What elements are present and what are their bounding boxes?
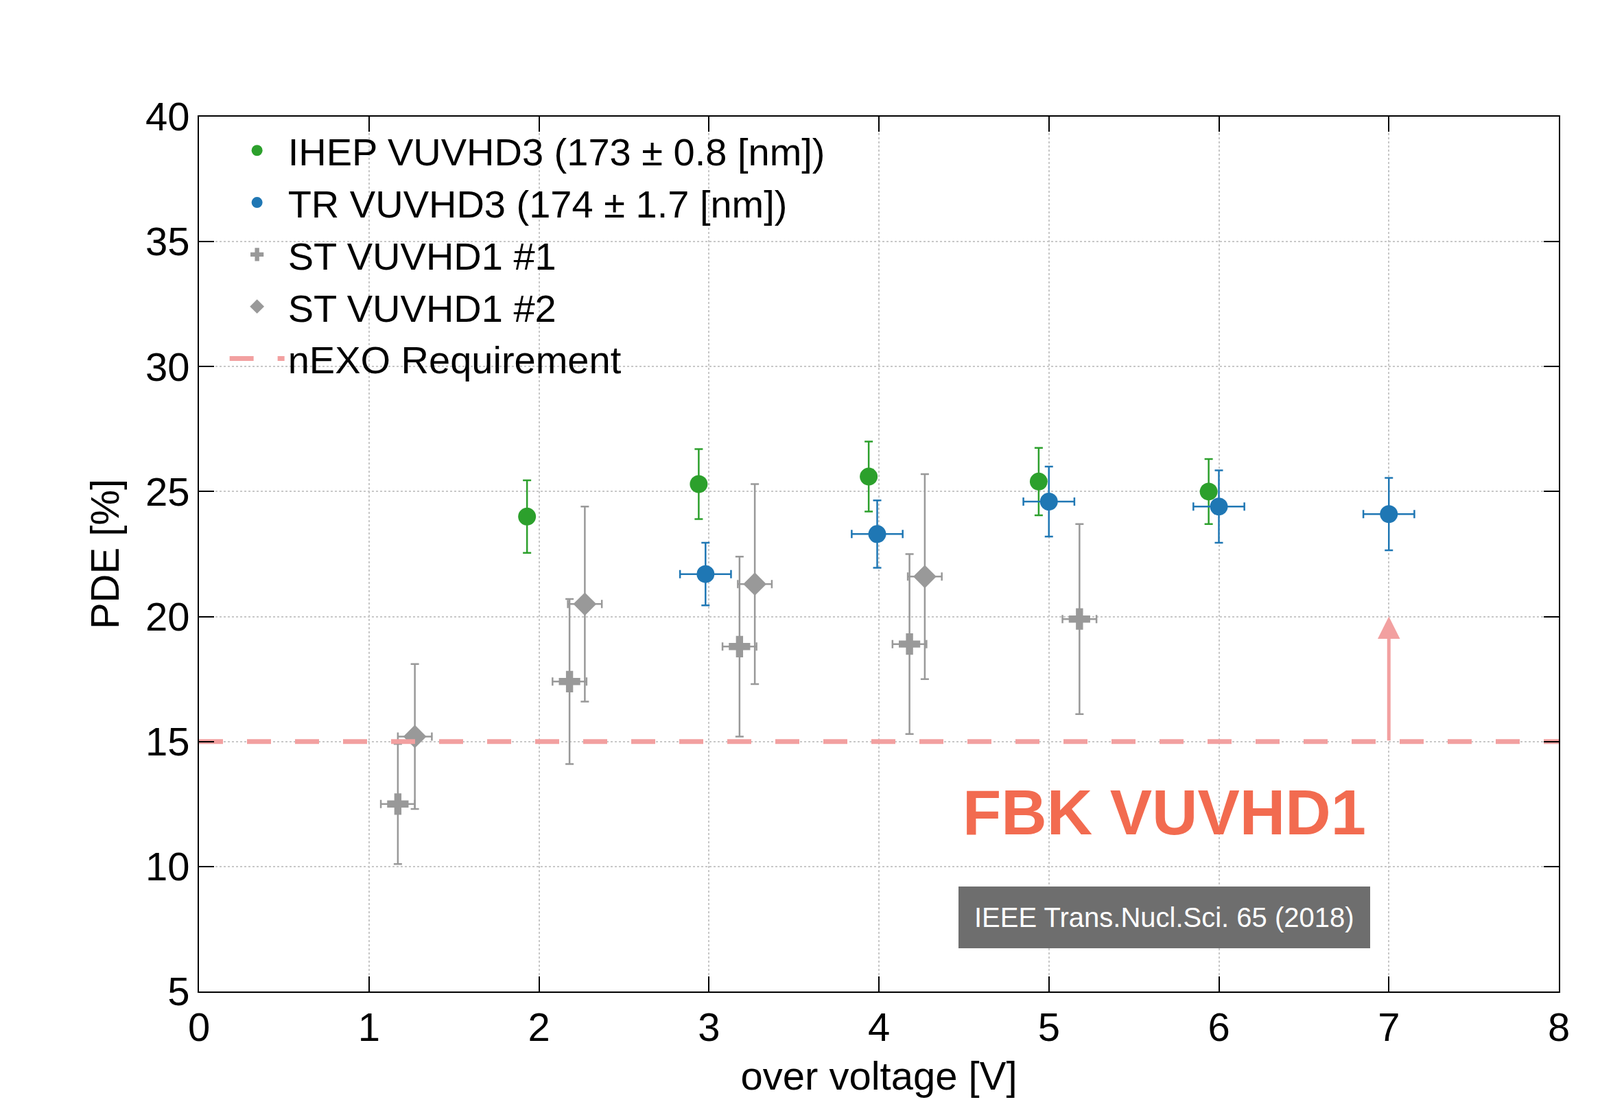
svg-text:40: 40 bbox=[145, 93, 191, 139]
svg-text:4: 4 bbox=[867, 1004, 890, 1050]
svg-text:10: 10 bbox=[145, 843, 191, 889]
svg-text:1: 1 bbox=[358, 1004, 381, 1050]
svg-text:ST VUVHD1 #2: ST VUVHD1 #2 bbox=[288, 286, 557, 331]
svg-text:IHEP VUVHD3 (173 ± 0.8 [nm]): IHEP VUVHD3 (173 ± 0.8 [nm]) bbox=[288, 130, 826, 174]
svg-text:FBK VUVHD1: FBK VUVHD1 bbox=[962, 777, 1367, 848]
svg-text:TR VUVHD3 (174 ± 1.7 [nm]): TR VUVHD3 (174 ± 1.7 [nm]) bbox=[288, 182, 788, 226]
svg-text:PDE [%]: PDE [%] bbox=[82, 478, 127, 630]
svg-text:25: 25 bbox=[145, 469, 191, 514]
svg-text:ST VUVHD1 #1: ST VUVHD1 #1 bbox=[288, 234, 557, 278]
svg-text:5: 5 bbox=[1038, 1004, 1061, 1050]
svg-text:35: 35 bbox=[145, 218, 191, 264]
svg-text:7: 7 bbox=[1377, 1004, 1400, 1050]
svg-text:over voltage [V]: over voltage [V] bbox=[740, 1053, 1018, 1098]
svg-text:0: 0 bbox=[187, 1004, 210, 1050]
svg-text:6: 6 bbox=[1207, 1004, 1230, 1050]
svg-text:8: 8 bbox=[1547, 1004, 1570, 1050]
svg-text:15: 15 bbox=[145, 719, 191, 764]
svg-text:3: 3 bbox=[697, 1004, 720, 1050]
svg-text:IEEE Trans.Nucl.Sci. 65 (2018): IEEE Trans.Nucl.Sci. 65 (2018) bbox=[974, 902, 1355, 933]
svg-text:5: 5 bbox=[167, 968, 190, 1014]
svg-text:2: 2 bbox=[527, 1004, 550, 1050]
svg-text:nEXO Requirement: nEXO Requirement bbox=[288, 338, 622, 382]
svg-text:30: 30 bbox=[145, 344, 191, 390]
svg-text:20: 20 bbox=[145, 594, 191, 639]
